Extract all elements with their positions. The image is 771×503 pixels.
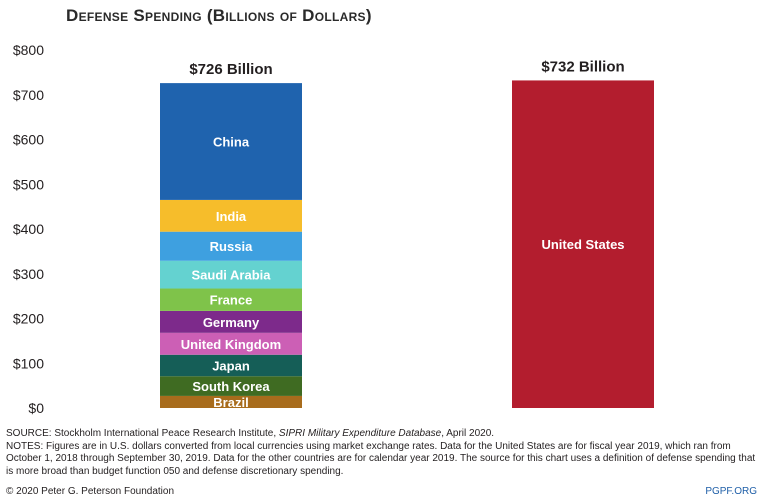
y-tick-label: $700 <box>13 87 44 103</box>
y-tick-label: $300 <box>13 266 44 282</box>
segment-label-saudi-arabia: Saudi Arabia <box>192 268 272 283</box>
y-tick-label: $500 <box>13 176 44 192</box>
segment-label-south-korea: South Korea <box>192 379 270 394</box>
bar-segment-united-kingdom <box>160 332 302 355</box>
bar-segment-south-korea <box>160 376 302 396</box>
bar-segment-russia <box>160 231 302 261</box>
segment-label-china: China <box>213 135 250 150</box>
bar-segment-china <box>160 83 302 200</box>
bar-2: United States $732 Billion <box>512 58 654 409</box>
segment-label-united-kingdom: United Kingdom <box>181 337 281 352</box>
bar-segment-united-states <box>512 80 654 409</box>
chart-title: Defense Spending (Billions of Dollars) <box>66 6 372 25</box>
copyright: © 2020 Peter G. Peterson Foundation <box>6 486 175 497</box>
notes: NOTES: Figures are in U.S. dollars conve… <box>6 440 756 477</box>
segment-label-brazil: Brazil <box>213 395 248 410</box>
defense-spending-chart: $0 $100 $200 $300 $400 $500 $600 $700 $800 Brazi… <box>13 42 654 416</box>
source-note: SOURCE: Stockholm International Peace Re… <box>6 428 764 441</box>
segment-label-japan: Japan <box>212 358 250 373</box>
bar-segment-india <box>160 199 302 232</box>
segment-label-germany: Germany <box>203 315 260 330</box>
y-axis: $0 $100 $200 $300 $400 $500 $600 $700 $800 <box>13 42 44 416</box>
bar-segment-brazil <box>160 395 302 408</box>
source-database: SIPRI Military Expenditure Database <box>278 428 442 439</box>
site-link[interactable]: PGPF.ORG <box>705 486 757 497</box>
bar-segment-saudi-arabia <box>160 260 302 289</box>
segment-label-india: India <box>216 209 247 224</box>
bar-total-label: $726 Billion <box>189 61 272 78</box>
chart-footer: SOURCE: Stockholm International Peace Re… <box>6 428 764 478</box>
y-tick-label: $0 <box>28 400 44 416</box>
y-tick-label: $600 <box>13 132 44 148</box>
y-tick-label: $200 <box>13 311 44 327</box>
source-suffix: , April 2020. <box>441 428 495 439</box>
bar-total-label: $732 Billion <box>541 58 624 75</box>
bar-segment-france <box>160 288 302 311</box>
segment-label-russia: Russia <box>210 239 253 254</box>
y-tick-label: $800 <box>13 42 44 58</box>
segment-label-france: France <box>210 293 253 308</box>
bar-segment-germany <box>160 310 302 333</box>
segment-label-united-states: United States <box>541 237 624 252</box>
source-prefix: SOURCE: Stockholm International Peace Re… <box>6 428 277 439</box>
y-tick-label: $100 <box>13 355 44 371</box>
bar-segment-japan <box>160 354 302 377</box>
y-tick-label: $400 <box>13 221 44 237</box>
